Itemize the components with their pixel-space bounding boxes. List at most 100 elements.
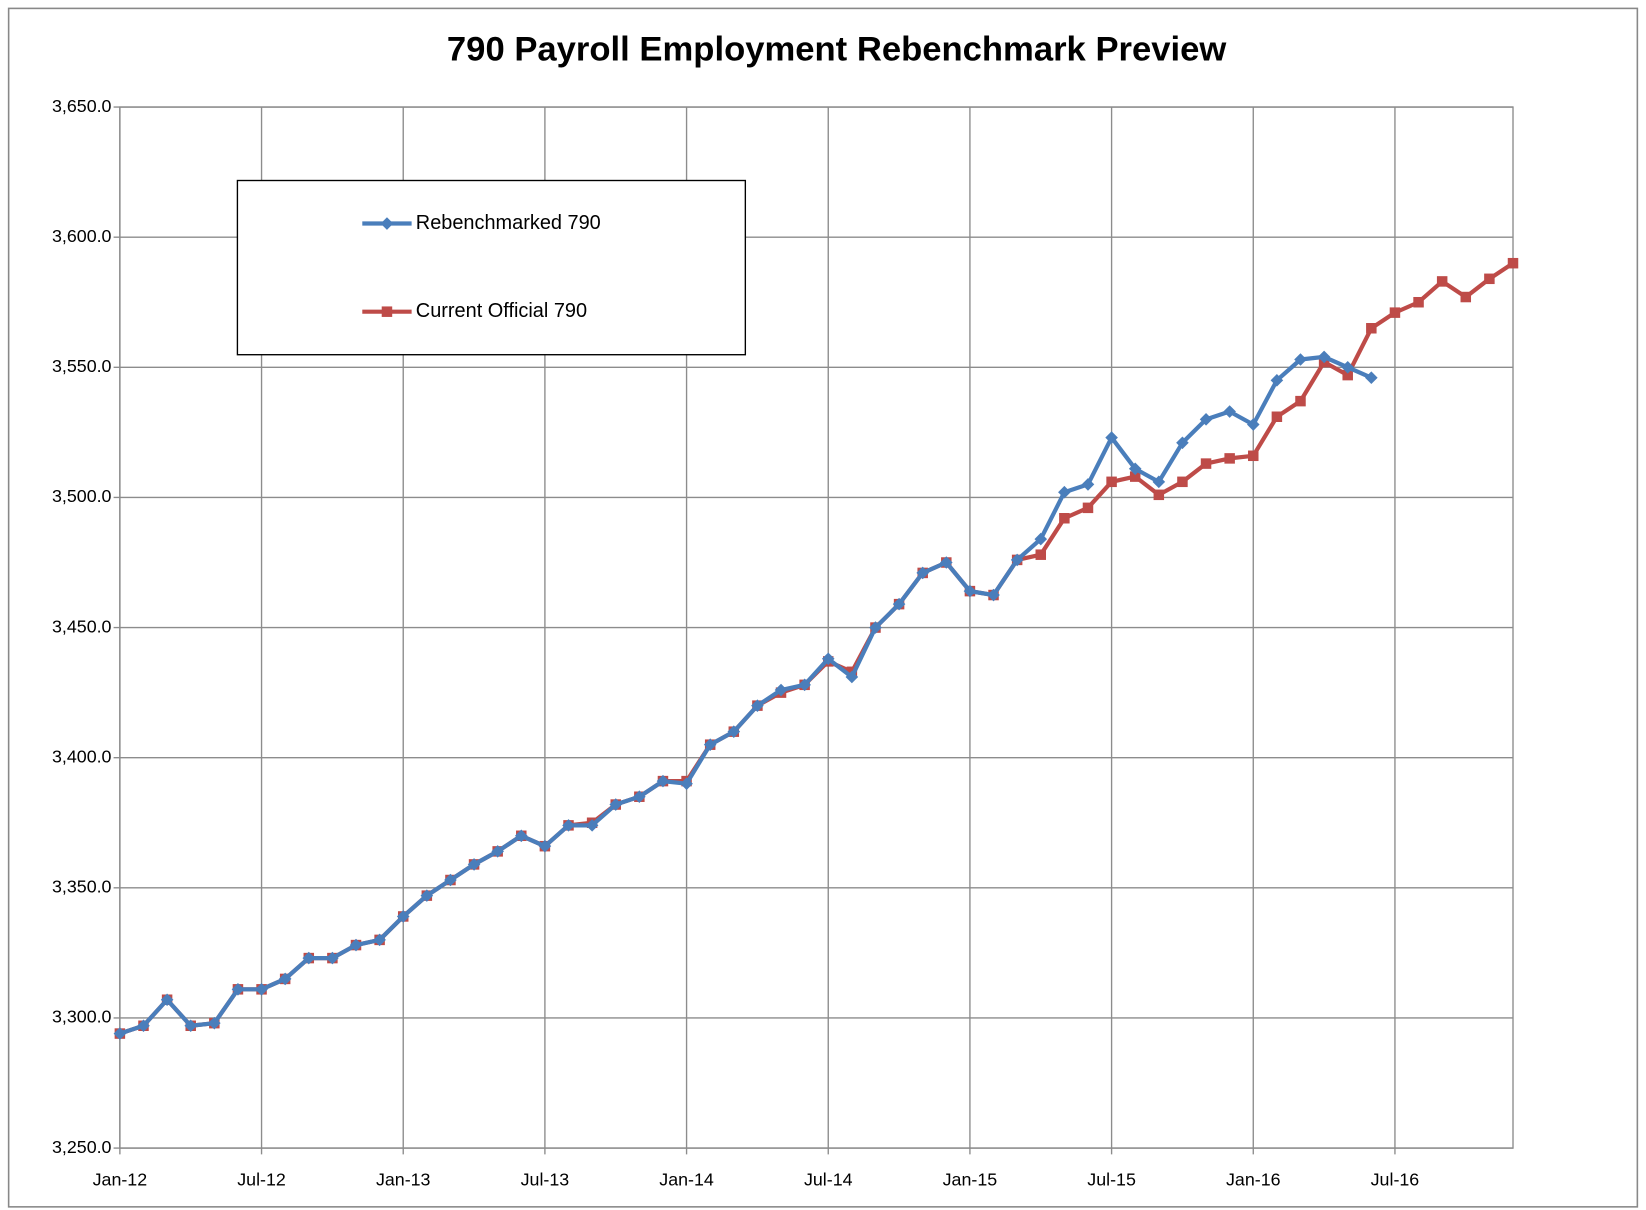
y-tick-label: 3,500.0	[52, 486, 112, 506]
diamond-marker	[278, 972, 292, 986]
diamond-marker	[585, 819, 599, 832]
diamond-marker	[1105, 431, 1118, 444]
square-marker	[1153, 489, 1165, 501]
diamond-marker	[1034, 532, 1048, 546]
diamond-marker	[940, 556, 953, 569]
diamond-marker	[349, 938, 363, 952]
diamond-marker	[821, 652, 835, 666]
x-tick-label: Jul-14	[804, 1169, 853, 1189]
square-marker	[1507, 257, 1519, 269]
square-marker	[1177, 476, 1188, 488]
diamond-marker	[444, 873, 457, 887]
legend-box	[236, 179, 747, 356]
square-marker	[1460, 291, 1472, 303]
diamond-marker	[609, 798, 623, 811]
diamond-marker	[963, 584, 977, 598]
diamond-marker	[1081, 478, 1095, 491]
diamond-marker	[1223, 405, 1236, 418]
y-tick-label: 3,400.0	[52, 746, 112, 766]
square-marker	[1271, 411, 1283, 422]
square-marker	[1248, 450, 1259, 462]
diamond-marker	[892, 597, 906, 611]
diamond-marker	[396, 910, 410, 923]
x-tick-label: Jan-16	[1226, 1169, 1281, 1189]
diamond-marker	[373, 933, 386, 947]
diamond-marker	[656, 774, 670, 788]
diamond-marker	[798, 678, 811, 692]
diamond-marker	[1365, 371, 1378, 385]
diamond-marker	[703, 738, 717, 751]
diamond-marker	[1010, 553, 1024, 567]
square-marker	[1413, 296, 1424, 308]
square-marker	[1200, 458, 1212, 469]
diamond-marker	[1341, 361, 1355, 374]
diamond-marker	[1152, 475, 1166, 489]
diamond-marker	[420, 889, 434, 902]
y-tick-label: 3,300.0	[52, 1007, 112, 1027]
diamond-marker	[727, 725, 741, 738]
y-tick-label: 3,250.0	[52, 1137, 112, 1157]
diamond-marker	[538, 839, 552, 853]
x-tick-label: Jul-13	[521, 1169, 570, 1189]
diamond-marker	[255, 983, 268, 996]
diamond-marker	[1246, 418, 1260, 431]
square-marker	[1059, 513, 1070, 524]
diamond-marker	[302, 951, 316, 965]
x-tick-label: Jan-13	[376, 1169, 431, 1189]
legend: Rebenchmarked 790 Current Official 790	[236, 179, 747, 356]
x-tick-label: Jan-14	[659, 1169, 714, 1189]
square-marker	[381, 306, 393, 317]
series-layer	[113, 257, 1519, 1040]
diamond-marker	[916, 566, 929, 580]
diamond-marker	[326, 951, 339, 965]
diamond-marker	[160, 993, 174, 1007]
x-tick-label: Jul-15	[1087, 1169, 1136, 1189]
square-marker	[1106, 476, 1117, 488]
square-marker	[1224, 453, 1235, 464]
legend-label: Rebenchmarked 790	[416, 212, 601, 234]
diamond-marker	[380, 217, 394, 230]
diamond-marker	[751, 699, 764, 712]
diamond-marker	[1270, 374, 1284, 387]
diamond-marker	[208, 1016, 221, 1030]
square-marker	[1342, 369, 1353, 381]
legend-label: Current Official 790	[416, 300, 587, 322]
diamond-marker	[562, 819, 575, 832]
y-tick-label: 3,450.0	[52, 616, 112, 636]
diamond-marker	[491, 845, 504, 858]
square-marker	[1366, 323, 1377, 334]
square-marker	[1436, 276, 1448, 287]
diamond-marker	[845, 670, 859, 684]
diamond-marker	[231, 983, 245, 996]
square-marker	[1129, 471, 1141, 482]
square-marker	[1035, 549, 1047, 560]
x-tick-label: Jul-12	[237, 1169, 286, 1189]
y-tick-label: 3,550.0	[52, 356, 112, 376]
y-tick-label: 3,350.0	[52, 877, 112, 897]
diamond-marker	[1176, 436, 1189, 450]
square-marker	[1295, 395, 1306, 407]
y-tick-label: 3,650.0	[52, 96, 112, 116]
square-marker	[1389, 307, 1401, 318]
diamond-marker	[1294, 353, 1307, 366]
diamond-marker	[514, 829, 528, 843]
diamond-marker	[1317, 350, 1331, 364]
series	[113, 350, 1378, 1040]
x-tick-label: Jan-12	[93, 1169, 148, 1189]
diamond-marker	[987, 588, 1000, 602]
x-tick-label: Jan-15	[943, 1169, 998, 1189]
diamond-marker	[1128, 462, 1142, 476]
diamond-marker	[774, 683, 788, 697]
chart-title: 790 Payroll Employment Rebenchmark Previ…	[447, 31, 1226, 69]
diamond-marker	[467, 858, 481, 871]
diamond-marker	[1199, 413, 1213, 426]
diamond-marker	[633, 790, 646, 804]
diamond-marker	[1058, 485, 1071, 499]
x-tick-label: Jul-16	[1371, 1169, 1420, 1189]
plot-border	[119, 106, 1514, 1149]
diamond-marker	[113, 1027, 127, 1040]
diamond-marker	[680, 777, 693, 791]
square-marker	[1082, 502, 1094, 514]
